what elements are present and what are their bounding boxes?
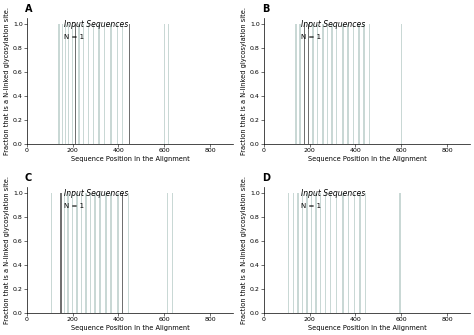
Bar: [172, 193, 173, 313]
Bar: [317, 24, 319, 144]
Text: Input Sequences: Input Sequences: [301, 189, 365, 198]
Bar: [98, 24, 100, 144]
Y-axis label: Fraction that is a N-linked glycosylation site.: Fraction that is a N-linked glycosylatio…: [4, 7, 10, 155]
Bar: [300, 24, 301, 144]
Bar: [336, 193, 337, 313]
Bar: [122, 24, 123, 144]
Bar: [342, 193, 344, 313]
Bar: [312, 24, 314, 144]
Bar: [167, 193, 168, 313]
Text: A: A: [25, 4, 32, 14]
Y-axis label: Fraction that is a N-linked glycosylation site.: Fraction that is a N-linked glycosylatio…: [4, 176, 10, 324]
Bar: [62, 24, 63, 144]
Bar: [342, 24, 344, 144]
Text: Input Sequences: Input Sequences: [64, 189, 128, 198]
Text: C: C: [25, 173, 32, 183]
Bar: [92, 24, 94, 144]
X-axis label: Sequence Position In the Alignment: Sequence Position In the Alignment: [71, 156, 189, 162]
Bar: [81, 193, 82, 313]
Bar: [168, 24, 170, 144]
X-axis label: Sequence Position In the Alignment: Sequence Position In the Alignment: [71, 325, 189, 331]
Bar: [65, 24, 66, 144]
Text: Input Sequences: Input Sequences: [64, 20, 128, 29]
X-axis label: Sequence Position In the Alignment: Sequence Position In the Alignment: [308, 325, 426, 331]
Bar: [104, 24, 105, 144]
Bar: [320, 193, 321, 313]
Bar: [308, 24, 309, 144]
Bar: [83, 24, 84, 144]
Bar: [58, 24, 60, 144]
Bar: [400, 193, 401, 313]
Bar: [327, 24, 328, 144]
Bar: [72, 24, 73, 144]
Bar: [302, 193, 303, 313]
Bar: [72, 193, 73, 313]
Bar: [325, 193, 327, 313]
Bar: [88, 24, 89, 144]
Bar: [306, 193, 308, 313]
Bar: [122, 193, 123, 313]
Bar: [330, 193, 331, 313]
Bar: [105, 193, 107, 313]
Bar: [128, 193, 129, 313]
Bar: [68, 24, 69, 144]
Bar: [100, 193, 101, 313]
Bar: [288, 193, 289, 313]
Bar: [347, 24, 349, 144]
Bar: [401, 24, 402, 144]
Bar: [353, 24, 354, 144]
Text: N = 1: N = 1: [64, 34, 84, 40]
Text: Input Sequences: Input Sequences: [301, 20, 365, 29]
Y-axis label: Fraction that is a N-linked glycosylation site.: Fraction that is a N-linked glycosylatio…: [241, 7, 247, 155]
Bar: [368, 24, 370, 144]
Bar: [354, 193, 355, 313]
Bar: [94, 193, 96, 313]
Bar: [110, 24, 112, 144]
Bar: [129, 24, 130, 144]
Bar: [64, 193, 65, 313]
Bar: [60, 193, 62, 313]
Bar: [67, 193, 69, 313]
Bar: [331, 24, 333, 144]
Bar: [336, 24, 337, 144]
Text: D: D: [262, 173, 270, 183]
Bar: [295, 24, 297, 144]
Bar: [292, 193, 294, 313]
Bar: [85, 193, 87, 313]
Text: N = 1: N = 1: [301, 34, 321, 40]
Bar: [304, 24, 305, 144]
Bar: [110, 193, 112, 313]
Bar: [90, 193, 91, 313]
Y-axis label: Fraction that is a N-linked glycosylation site.: Fraction that is a N-linked glycosylatio…: [241, 176, 247, 324]
Bar: [117, 24, 118, 144]
Bar: [311, 193, 312, 313]
Bar: [359, 193, 361, 313]
Bar: [348, 193, 349, 313]
Bar: [365, 193, 366, 313]
Bar: [297, 193, 299, 313]
Bar: [322, 24, 324, 144]
Text: N = 1: N = 1: [301, 203, 321, 209]
Bar: [76, 193, 78, 313]
Bar: [164, 24, 165, 144]
Bar: [51, 193, 52, 313]
Bar: [358, 24, 360, 144]
Bar: [364, 24, 365, 144]
Text: N = 1: N = 1: [64, 203, 84, 209]
Bar: [79, 24, 80, 144]
Bar: [316, 193, 317, 313]
Text: B: B: [262, 4, 269, 14]
X-axis label: Sequence Position In the Alignment: Sequence Position In the Alignment: [308, 156, 426, 162]
Bar: [75, 24, 76, 144]
